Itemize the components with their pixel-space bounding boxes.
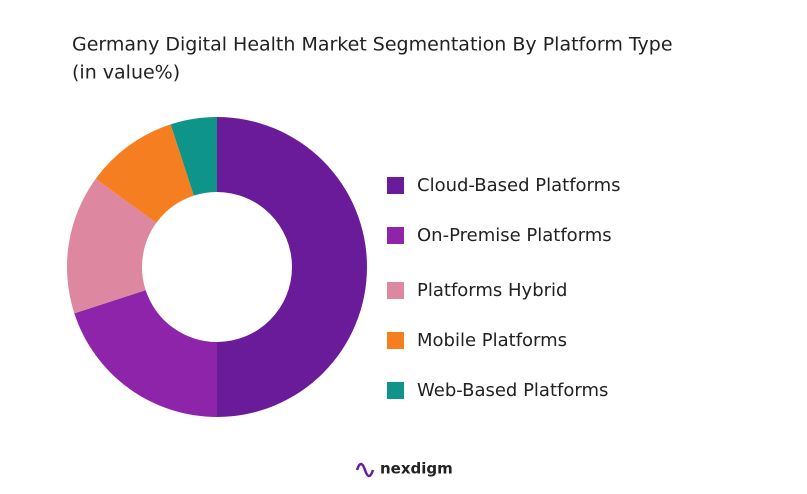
legend-swatch [387,332,404,349]
legend-label: Cloud-Based Platforms [417,175,621,196]
legend-swatch [387,227,404,244]
chart-subtitle: (in value%) [72,62,180,84]
legend-swatch [387,282,404,299]
logo: nexdigm [355,460,453,478]
donut-segment [95,124,194,223]
legend-swatch [387,382,404,399]
logo-text: nexdigm [380,460,453,478]
chart-title: Germany Digital Health Market Segmentati… [72,34,673,56]
legend-label: Platforms Hybrid [417,280,567,301]
donut-segment [217,117,367,417]
legend-label: Mobile Platforms [417,330,567,351]
donut-segment [170,117,217,196]
legend-label: On-Premise Platforms [417,225,612,246]
donut-segment [67,178,157,314]
legend-swatch [387,177,404,194]
donut-segment [74,290,217,417]
legend-label: Web-Based Platforms [417,380,608,401]
logo-icon [355,462,375,478]
